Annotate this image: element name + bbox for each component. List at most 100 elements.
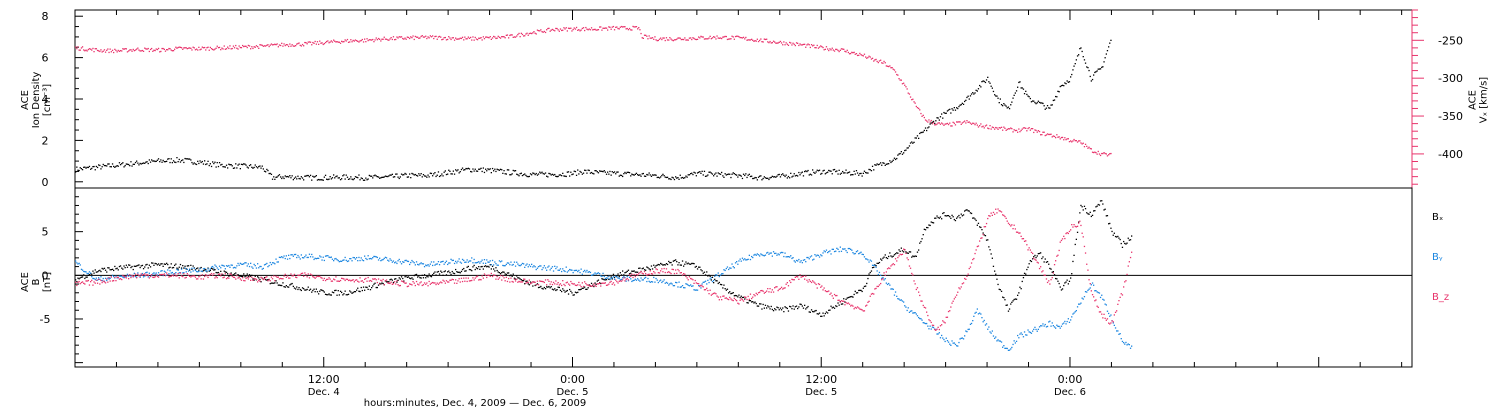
data-point (353, 178, 355, 180)
data-point (199, 49, 201, 51)
data-point (96, 271, 99, 273)
data-point (159, 264, 161, 266)
data-point (1006, 304, 1008, 306)
data-point (91, 276, 93, 278)
data-point (1015, 231, 1018, 233)
data-point (296, 43, 298, 45)
data-point (556, 176, 558, 178)
data-point (1119, 333, 1121, 335)
data-point (1050, 325, 1052, 327)
data-point (364, 278, 366, 280)
data-point (660, 262, 662, 265)
data-point (246, 273, 248, 275)
data-point (668, 178, 670, 180)
data-point (609, 278, 611, 281)
data-point (133, 275, 135, 277)
data-point (423, 274, 426, 276)
data-point (362, 281, 365, 283)
data-point (871, 264, 874, 266)
data-point (1079, 220, 1081, 222)
data-point (657, 39, 659, 42)
data-point (746, 39, 748, 41)
data-point (797, 260, 799, 262)
data-point (970, 322, 973, 325)
data-point (648, 172, 650, 174)
data-point (977, 245, 980, 247)
data-point (1106, 318, 1109, 320)
data-point (653, 264, 655, 266)
data-point (152, 50, 154, 52)
data-point (1029, 260, 1031, 262)
data-point (527, 176, 529, 178)
data-point (577, 291, 579, 293)
data-point (489, 168, 491, 170)
data-point (117, 276, 119, 278)
data-point (1028, 127, 1030, 129)
data-point (430, 261, 433, 263)
data-point (518, 264, 520, 267)
data-point (555, 175, 557, 177)
data-point (387, 39, 389, 41)
data-point (566, 281, 568, 283)
data-point (410, 177, 412, 179)
data-point (218, 46, 221, 49)
data-point (710, 172, 712, 174)
data-point (812, 45, 814, 47)
data-point (237, 262, 239, 265)
data-point (1053, 274, 1056, 276)
data-point (733, 267, 735, 269)
data-point (257, 263, 259, 265)
data-point (870, 293, 873, 295)
data-point (207, 267, 209, 269)
data-point (108, 277, 110, 279)
data-point (80, 281, 83, 284)
data-point (718, 173, 720, 175)
data-point (748, 298, 750, 300)
data-point (1089, 75, 1091, 78)
data-point (855, 251, 858, 253)
data-point (1103, 209, 1105, 211)
data-point (390, 278, 392, 280)
data-point (190, 47, 192, 49)
data-point (923, 116, 925, 119)
data-point (167, 274, 169, 276)
data-point (76, 284, 78, 287)
data-point (83, 282, 85, 284)
data-point (176, 275, 178, 277)
data-point (170, 49, 172, 51)
data-point (736, 35, 738, 37)
data-point (1046, 105, 1049, 107)
data-point (1010, 303, 1012, 305)
data-point (641, 268, 643, 270)
data-point (391, 279, 393, 281)
data-point (715, 293, 717, 295)
data-point (86, 50, 88, 52)
data-point (869, 295, 871, 297)
data-point (1097, 291, 1099, 294)
data-point (889, 284, 891, 286)
data-point (724, 269, 726, 272)
data-point (151, 274, 153, 276)
data-point (672, 177, 674, 179)
data-point (717, 282, 719, 285)
data-point (471, 270, 473, 272)
data-point (730, 267, 732, 269)
data-point (1033, 131, 1035, 134)
data-point (561, 284, 563, 287)
data-point (451, 278, 453, 280)
data-point (1124, 242, 1126, 245)
data-point (347, 260, 350, 262)
data-point (950, 125, 952, 127)
data-point (620, 280, 623, 282)
data-point (1005, 304, 1007, 306)
data-point (438, 175, 441, 178)
data-point (990, 332, 992, 334)
data-point (123, 277, 125, 279)
data-point (480, 260, 482, 263)
data-point (862, 287, 864, 289)
data-point (1033, 328, 1035, 330)
data-point (506, 34, 509, 36)
data-point (504, 280, 506, 282)
data-point (845, 250, 847, 252)
data-point (995, 126, 997, 129)
